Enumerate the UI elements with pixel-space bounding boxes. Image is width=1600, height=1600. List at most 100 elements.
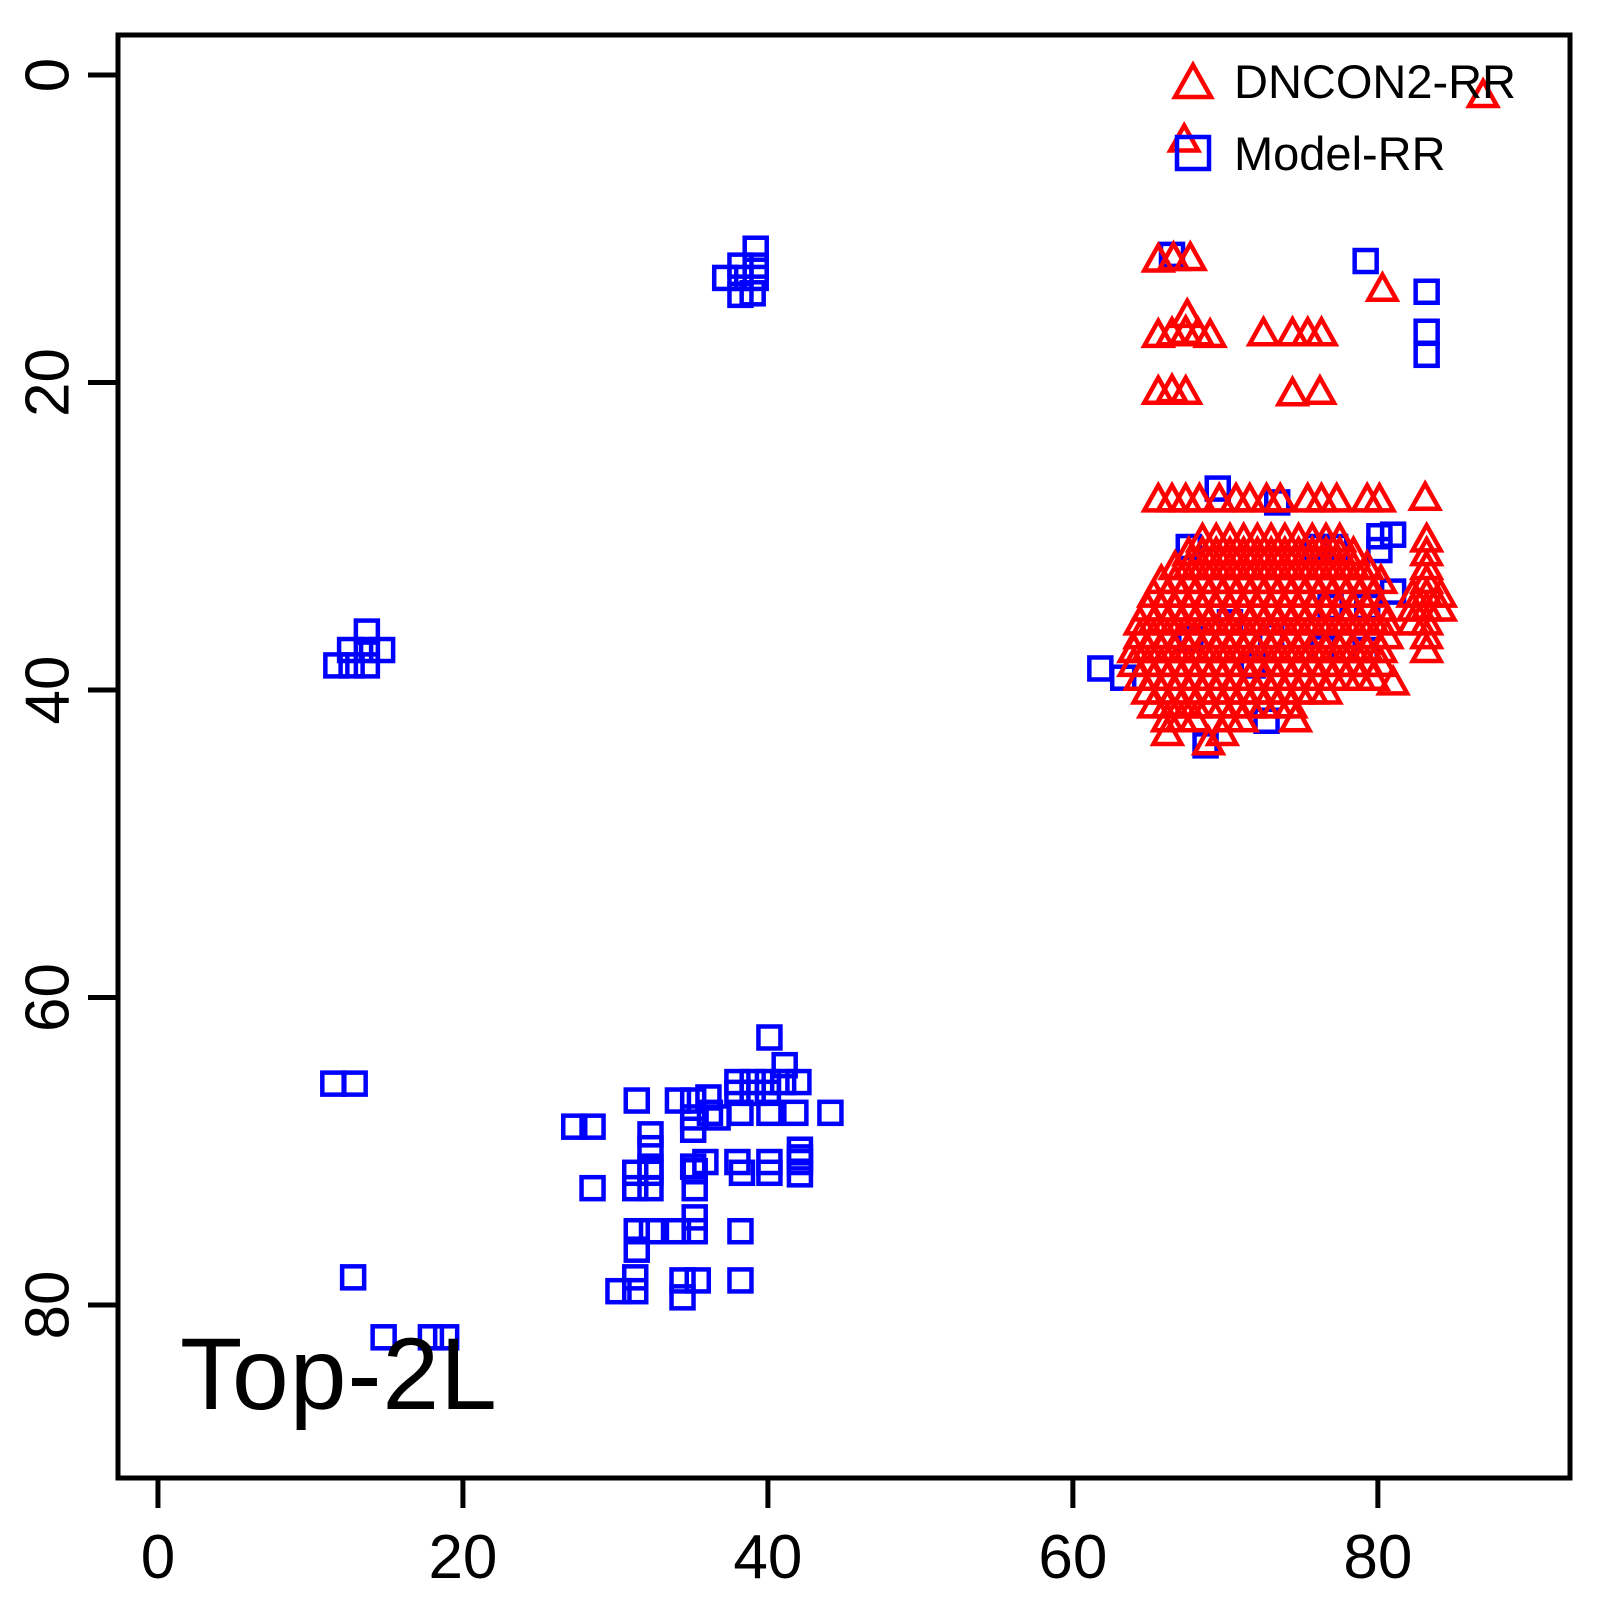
data-point-square — [679, 1116, 707, 1143]
data-point-square — [637, 1134, 664, 1162]
data-point-square — [579, 1174, 606, 1202]
data-point-square — [681, 1158, 708, 1185]
data-point-triangle — [1177, 700, 1213, 733]
data-point-square — [1366, 522, 1393, 550]
data-point-square — [417, 1324, 445, 1351]
data-point-square — [742, 264, 769, 292]
data-point-square — [623, 1217, 651, 1245]
data-point-square — [637, 1121, 664, 1148]
data-point-triangle — [1407, 479, 1443, 512]
data-point-square — [1366, 536, 1393, 564]
data-point-triangle — [1274, 374, 1311, 407]
data-point-triangle — [1375, 663, 1411, 696]
data-point-square — [1413, 341, 1440, 369]
data-point-square — [727, 1267, 754, 1294]
data-point-square — [1352, 247, 1379, 275]
data-point-square — [1379, 521, 1407, 548]
data-point-square — [323, 652, 350, 679]
legend-item-model-rr: Model-RR — [1168, 122, 1516, 184]
legend-label: DNCON2-RR — [1234, 54, 1516, 108]
data-point-triangle — [1303, 314, 1340, 347]
data-point-triangle — [1169, 296, 1206, 329]
data-point-square — [336, 636, 364, 664]
data-point-square — [320, 1070, 347, 1097]
data-point-square — [560, 1113, 588, 1140]
data-point-triangle — [1277, 700, 1314, 733]
data-point-square — [621, 1277, 649, 1305]
data-point-square — [579, 1113, 606, 1140]
legend-label: Model-RR — [1234, 126, 1446, 180]
plot-frame — [115, 32, 1573, 1481]
data-point-square — [742, 235, 769, 262]
data-point-square — [623, 1236, 651, 1263]
y-axis-tick-label: 0 — [14, 58, 83, 92]
data-point-triangle — [1361, 480, 1398, 513]
x-axis-tick-label: 40 — [733, 1523, 802, 1592]
data-point-square — [368, 636, 396, 664]
data-point-square — [756, 1024, 783, 1051]
data-point-square — [1413, 318, 1440, 345]
data-point-triangle — [1149, 714, 1186, 747]
data-point-square — [711, 264, 739, 292]
data-point-triangle — [1231, 480, 1268, 513]
data-point-square — [782, 1099, 809, 1127]
x-axis-tick-label: 0 — [141, 1523, 175, 1592]
data-point-square — [664, 1217, 692, 1245]
data-point-square — [771, 1051, 798, 1079]
data-point-square — [664, 1087, 692, 1114]
data-point-square — [370, 1324, 397, 1351]
data-point-triangle — [1224, 700, 1260, 733]
data-point-triangle — [1172, 239, 1209, 272]
data-point-square — [786, 1161, 814, 1188]
data-point-triangle — [1181, 480, 1218, 513]
data-point-square — [605, 1277, 632, 1305]
data-point-square — [637, 1174, 664, 1202]
data-point-triangle — [1190, 723, 1227, 756]
data-point-triangle — [1302, 373, 1338, 405]
data-point-square — [623, 1087, 651, 1114]
data-point-triangle — [1465, 76, 1501, 109]
data-point-square — [681, 1174, 708, 1202]
data-point-square — [739, 280, 766, 307]
data-point-square — [1413, 278, 1440, 306]
data-point-triangle — [1201, 480, 1238, 513]
data-point-triangle — [1262, 480, 1299, 513]
plot-annotation: Top-2L — [180, 1317, 498, 1431]
data-point-triangle — [1308, 672, 1344, 705]
data-point-square — [621, 1174, 649, 1202]
data-point-square — [785, 1068, 812, 1096]
data-point-triangle — [1318, 480, 1355, 513]
data-point-triangle — [1204, 714, 1241, 747]
data-point-square — [669, 1284, 696, 1311]
data-point-square — [341, 1070, 368, 1097]
data-point-triangle — [1408, 631, 1445, 664]
square-marker-icon — [1174, 134, 1212, 172]
y-axis-tick-label: 60 — [14, 963, 83, 1032]
x-axis-tick-label: 60 — [1038, 1523, 1107, 1592]
data-point-square — [339, 1264, 367, 1291]
y-axis-tick-label: 20 — [14, 348, 83, 417]
data-point-triangle — [1245, 314, 1282, 347]
data-point-square — [1204, 475, 1232, 502]
data-point-square — [786, 1144, 814, 1171]
data-point-triangle — [1192, 316, 1228, 349]
data-point-square — [621, 1159, 649, 1187]
legend: DNCON2-RR Model-RR — [1168, 50, 1516, 184]
data-point-square — [338, 652, 365, 679]
data-point-triangle — [1355, 659, 1392, 691]
data-point-square — [728, 1159, 756, 1187]
data-point-square — [432, 1324, 460, 1351]
data-point-square — [669, 1267, 696, 1294]
data-point-square — [621, 1264, 649, 1291]
data-point-square — [817, 1099, 844, 1127]
legend-item-dncon2-rr: DNCON2-RR — [1168, 50, 1516, 112]
data-point-triangle — [1408, 617, 1445, 650]
data-point-square — [727, 1217, 754, 1245]
data-point-square — [696, 1099, 724, 1127]
y-axis-tick-label: 40 — [14, 656, 83, 725]
data-point-square — [638, 1217, 666, 1245]
data-point-square — [353, 652, 381, 679]
data-point-square — [637, 1159, 664, 1187]
